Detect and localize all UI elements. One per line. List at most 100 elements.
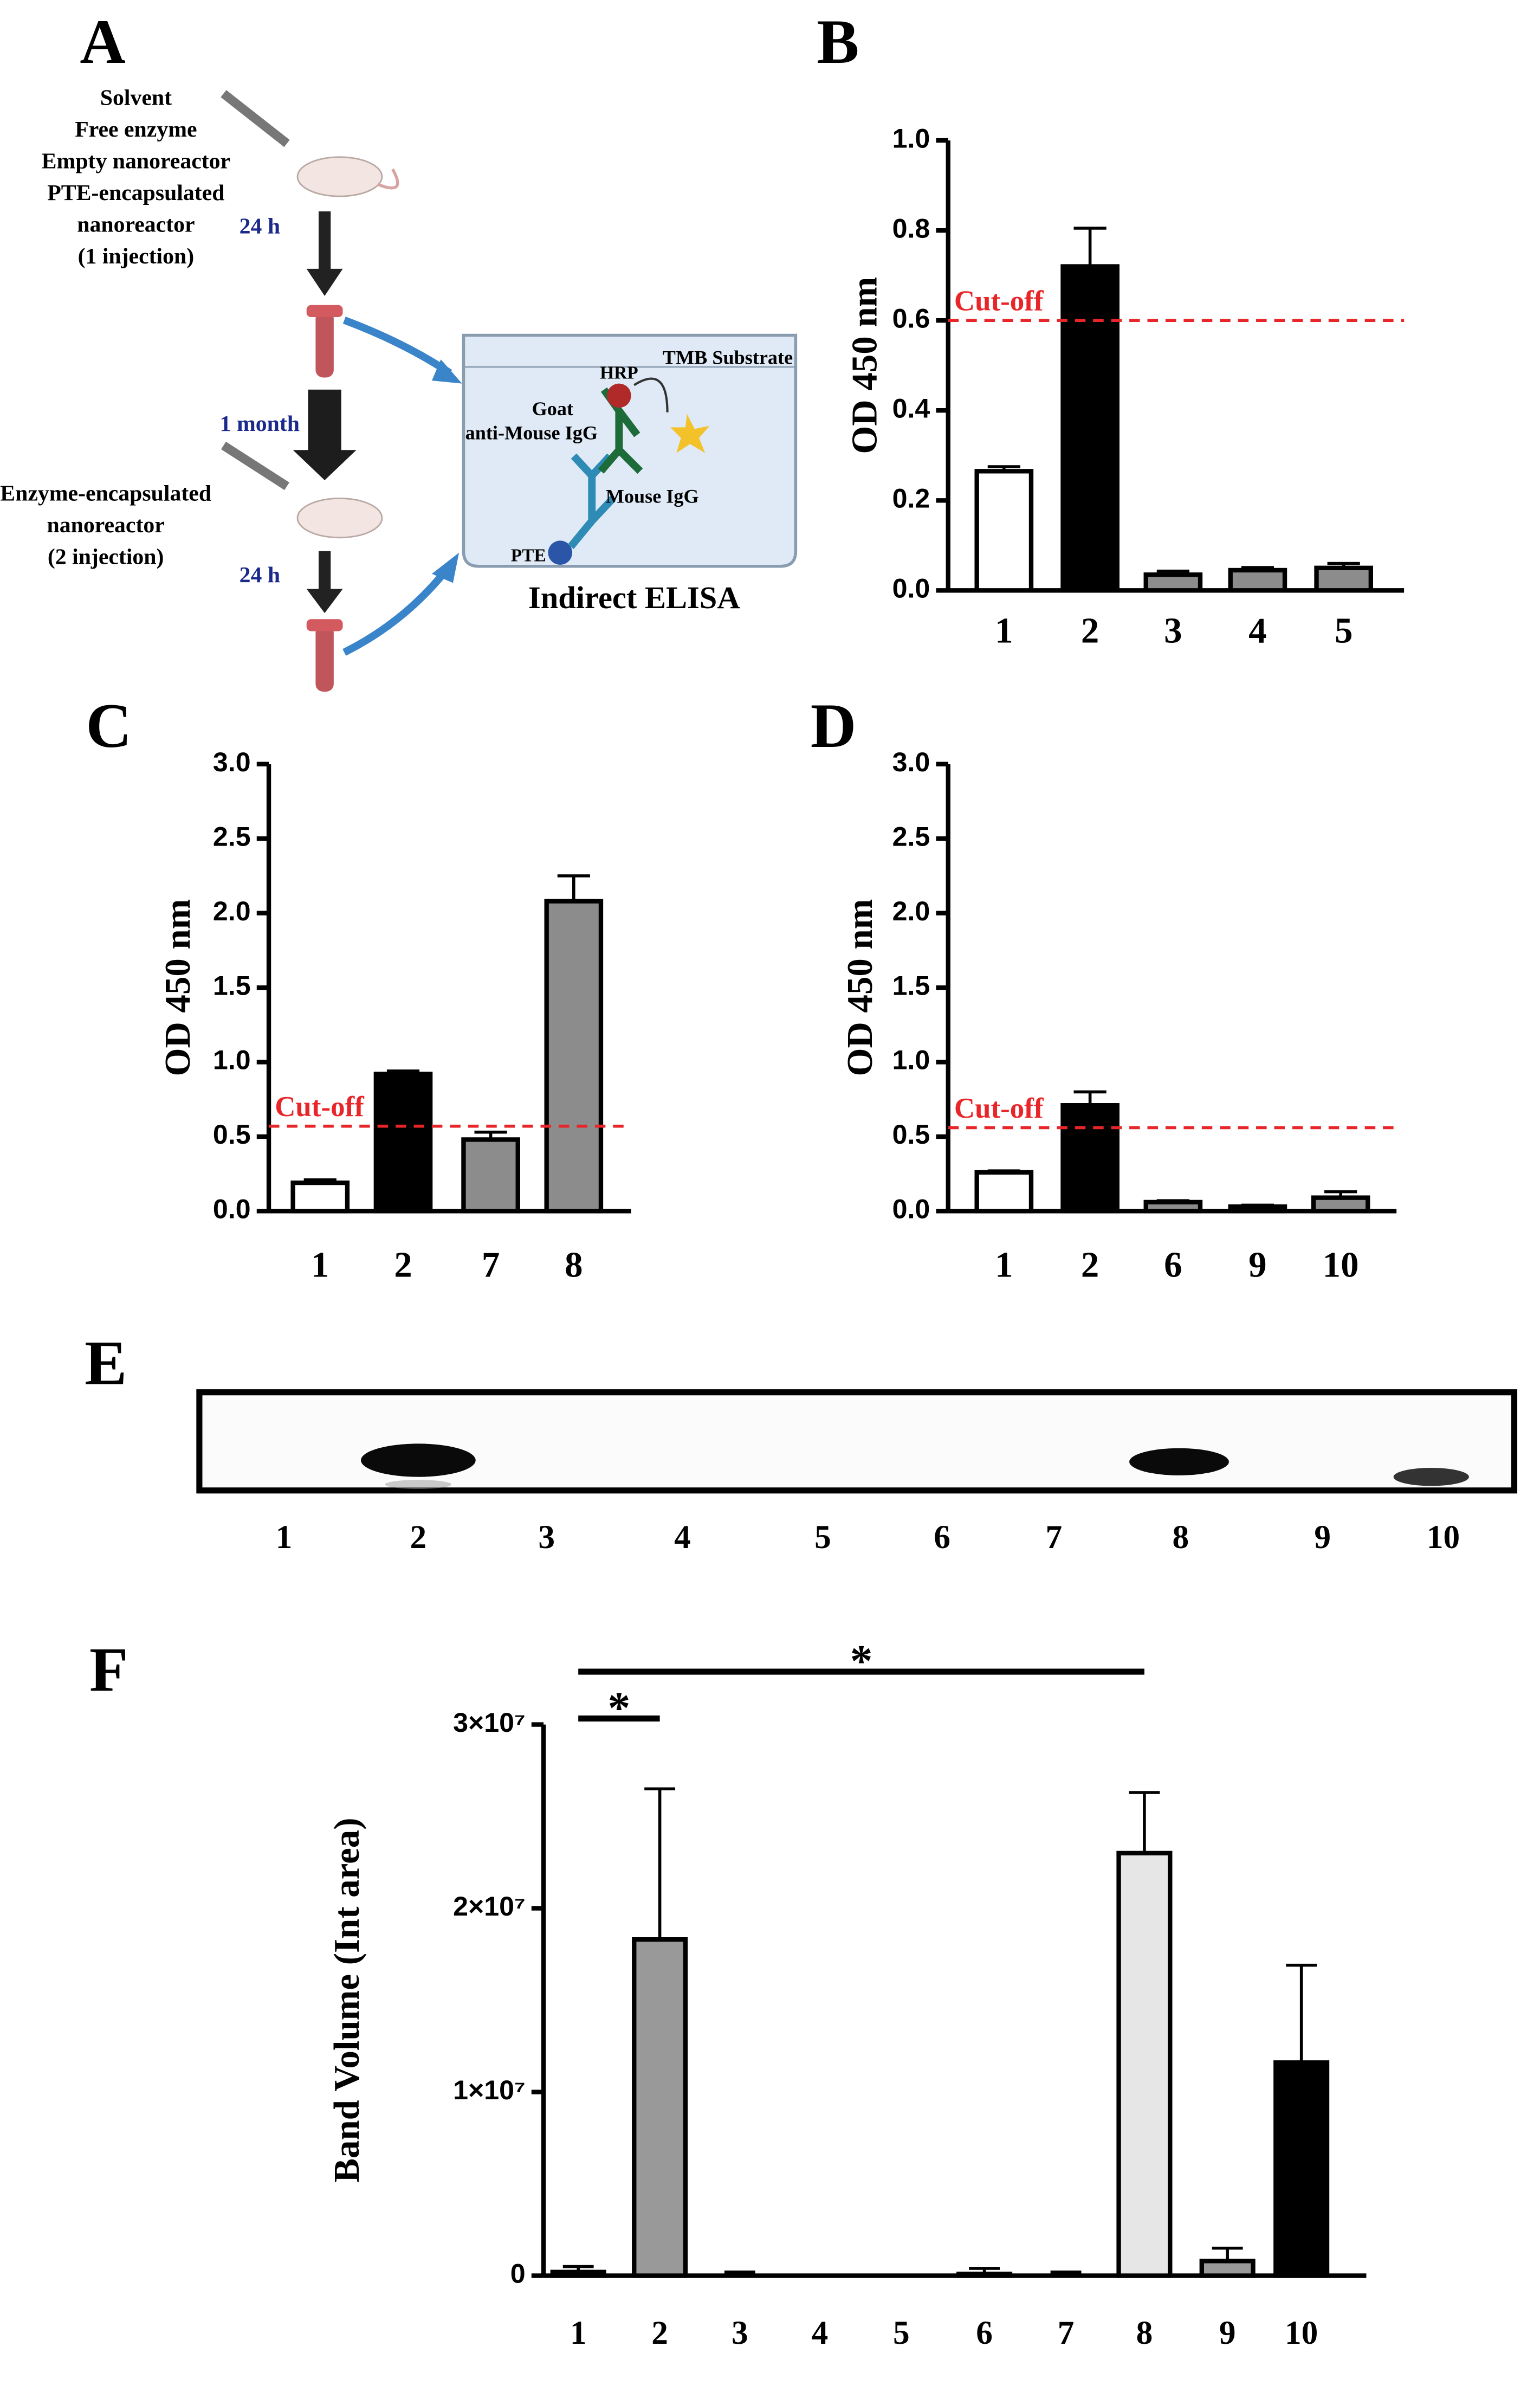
x-tick-label: 1 <box>995 1245 1013 1285</box>
arrow <box>306 268 343 296</box>
tube <box>315 311 334 378</box>
x-tick-label: 7 <box>482 1245 500 1285</box>
x-tick-label: 2 <box>1081 1245 1099 1285</box>
diagram-text: HRP <box>600 363 638 383</box>
y-tick-label: 3.0 <box>892 747 930 777</box>
bar <box>373 1072 433 1214</box>
diagram: Solvent Free enzyme Empty nanoreactor PT… <box>0 85 798 692</box>
x-tick-label: 2 <box>1081 610 1099 650</box>
x-tick-label: 6 <box>976 2314 993 2351</box>
pte <box>548 540 573 565</box>
y-tick-label: 0.6 <box>892 303 930 333</box>
x-tick-label: 6 <box>1164 1245 1182 1285</box>
bar <box>1228 568 1287 593</box>
x-tick-label: 2 <box>651 2314 668 2351</box>
bar <box>1143 572 1203 593</box>
y-tick-label: 1×10⁷ <box>453 2075 526 2105</box>
arrow <box>308 389 341 453</box>
arrow <box>342 566 450 656</box>
lane-label: 6 <box>934 1519 950 1556</box>
x-tick-label: 4 <box>1248 610 1266 650</box>
x-tick-label: 4 <box>812 2314 829 2351</box>
bar <box>1314 565 1374 593</box>
y-tick-label: 1.5 <box>213 970 251 1001</box>
bar <box>956 2271 1013 2278</box>
arrow <box>431 359 462 384</box>
significance-label: * <box>850 1636 873 1686</box>
lane-label: 4 <box>674 1519 691 1556</box>
hrp <box>607 383 631 408</box>
bar <box>1060 1103 1120 1214</box>
reaction-arrow <box>633 377 669 412</box>
y-tick-label: 0.5 <box>213 1119 251 1150</box>
y-tick-label: 2.5 <box>213 821 251 852</box>
diagram-title: Indirect ELISA <box>528 580 740 615</box>
diagram-text: anti-Mouse IgG <box>465 422 598 444</box>
y-tick-label: 1.0 <box>892 1045 930 1075</box>
diagram-text: Free enzyme <box>75 117 197 142</box>
y-tick-label: 2×10⁷ <box>453 1891 526 1922</box>
syringe <box>221 90 290 147</box>
tube <box>315 625 334 692</box>
blot-frame <box>196 1389 1518 1494</box>
x-tick-label: 7 <box>1058 2314 1075 2351</box>
diagram-text: Empty nanoreactor <box>42 149 230 173</box>
bar <box>544 899 604 1214</box>
bar <box>1116 1851 1173 2278</box>
diagram-text: Goat <box>532 398 573 420</box>
y-tick-label: 0 <box>510 2259 526 2289</box>
panel-label: F <box>89 1635 128 1705</box>
diagram-text: (1 injection) <box>78 244 195 269</box>
x-tick-label: 2 <box>394 1245 412 1285</box>
lane-label: 8 <box>1172 1519 1189 1556</box>
bar <box>1143 1200 1203 1214</box>
diagram-text: nanoreactor <box>47 513 165 538</box>
y-tick-label: 1.5 <box>892 970 930 1001</box>
x-tick-label: 9 <box>1248 1245 1266 1285</box>
y-tick-label: 0.8 <box>892 213 930 243</box>
mouse-igg <box>567 453 616 549</box>
bar <box>1060 264 1120 593</box>
bar <box>1199 2259 1256 2278</box>
panel-label: A <box>80 7 126 77</box>
mouse-tail <box>377 168 399 190</box>
cutoff-label: Cut-off <box>954 286 1044 317</box>
y-tick-label: 2.5 <box>892 821 930 852</box>
panel-label: B <box>817 7 859 77</box>
lane-label: 1 <box>276 1519 293 1556</box>
arrow <box>342 317 452 376</box>
x-tick-label: 1 <box>995 610 1013 650</box>
diagram-text: 1 month <box>220 411 300 436</box>
bar <box>290 1180 350 1214</box>
y-tick-label: 3×10⁷ <box>453 1707 526 1738</box>
y-tick-label: 2.0 <box>213 896 251 926</box>
syringe <box>221 441 290 491</box>
diagram-text: Enzyme-encapsulated <box>0 481 211 506</box>
diagram-text: nanoreactor <box>77 212 195 237</box>
bar <box>974 1170 1034 1214</box>
bar <box>461 1137 520 1214</box>
blot-band <box>385 1480 452 1489</box>
mouse <box>296 156 383 197</box>
x-tick-label: 10 <box>1285 2314 1318 2351</box>
goat-igg <box>598 387 643 474</box>
mouse <box>296 497 383 539</box>
lane-label: 7 <box>1045 1519 1062 1556</box>
product <box>670 414 710 453</box>
lane-label: 2 <box>410 1519 427 1556</box>
panel-label: C <box>86 691 131 761</box>
x-tick-label: 5 <box>1335 610 1353 650</box>
diagram-text: 24 h <box>240 214 280 238</box>
arrow <box>306 589 343 614</box>
bar <box>632 1937 688 2278</box>
y-tick-label: 0.2 <box>892 483 930 514</box>
x-tick-label: 8 <box>1136 2314 1153 2351</box>
arrow <box>431 552 460 583</box>
bar <box>550 2270 606 2278</box>
diagram-text: TMB Substrate <box>663 346 793 368</box>
x-tick-label: 5 <box>893 2314 910 2351</box>
x-tick-label: 9 <box>1219 2314 1236 2351</box>
cutoff-label: Cut-off <box>275 1091 365 1123</box>
elisa-well <box>462 333 798 568</box>
